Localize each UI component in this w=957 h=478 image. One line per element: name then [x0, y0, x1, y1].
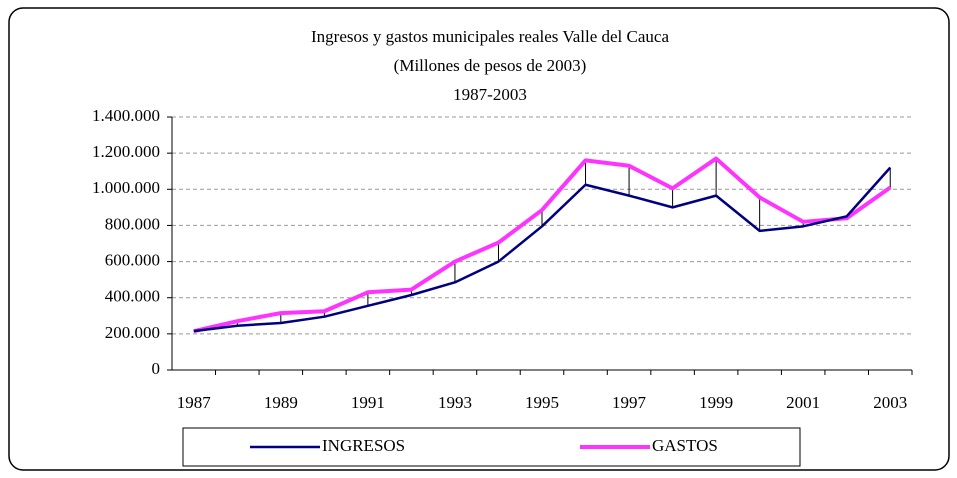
y-tick-label: 200.000: [105, 323, 160, 342]
x-tick-label: 1991: [351, 393, 385, 412]
y-tick-label: 600.000: [105, 250, 160, 269]
chart-title: Ingresos y gastos municipales reales Val…: [311, 27, 669, 46]
x-tick-label: 1995: [525, 393, 559, 412]
x-tick-label: 1993: [438, 393, 472, 412]
chart-subtitle: 1987-2003: [453, 85, 527, 104]
y-tick-label: 1.200.000: [92, 142, 160, 161]
x-tick-label: 1997: [612, 393, 647, 412]
y-tick-label: 1.400.000: [92, 106, 160, 125]
y-tick-label: 0: [152, 359, 161, 378]
legend-label: GASTOS: [652, 436, 718, 455]
x-tick-label: 1987: [177, 393, 212, 412]
frame: [8, 7, 950, 471]
x-tick-label: 2003: [873, 393, 907, 412]
y-tick-label: 400.000: [105, 287, 160, 306]
series-line: [193, 156, 892, 334]
legend-label: INGRESOS: [322, 436, 405, 455]
x-tick-label: 1999: [699, 393, 733, 412]
series-line: [193, 166, 892, 333]
x-tick-label: 1989: [264, 393, 298, 412]
y-tick-label: 1.000.000: [92, 178, 160, 197]
chart-subtitle: (Millones de pesos de 2003): [394, 56, 587, 75]
y-tick-label: 800.000: [105, 214, 160, 233]
x-tick-label: 2001: [786, 393, 820, 412]
